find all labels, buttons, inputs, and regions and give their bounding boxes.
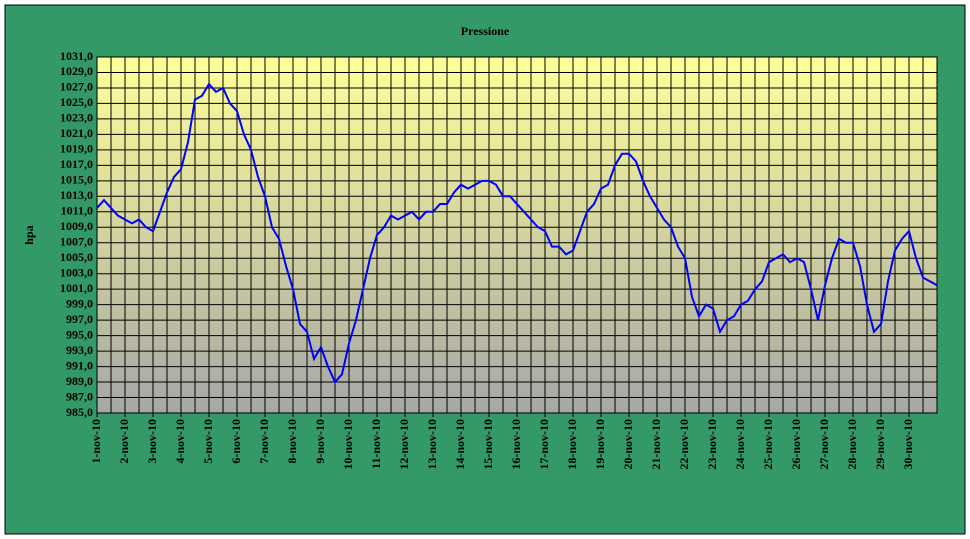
- x-tick-label: 16-nov-10: [509, 419, 523, 470]
- y-tick-label: 1005,0: [60, 250, 93, 264]
- x-tick-label: 22-nov-10: [677, 419, 691, 470]
- y-tick-label: 1019,0: [60, 142, 93, 156]
- y-tick-label: 1025,0: [60, 95, 93, 109]
- y-tick-label: 985,0: [66, 405, 93, 419]
- y-tick-label: 1007,0: [60, 234, 93, 248]
- plot-border: [96, 56, 938, 414]
- x-tick-label: 15-nov-10: [481, 419, 495, 470]
- y-tick-label: 1011,0: [61, 204, 93, 218]
- y-tick-label: 1023,0: [60, 111, 93, 125]
- x-tick-label: 2-nov-10: [117, 419, 131, 464]
- x-tick-label: 4-nov-10: [173, 419, 187, 464]
- y-tick-label: 999,0: [66, 296, 93, 310]
- y-tick-label: 1015,0: [60, 173, 93, 187]
- y-tick-label: 1001,0: [60, 281, 93, 295]
- y-tick-label: 997,0: [66, 312, 93, 326]
- x-tick-label: 25-nov-10: [761, 419, 775, 470]
- x-tick-label: 10-nov-10: [341, 419, 355, 470]
- x-tick-label: 21-nov-10: [649, 419, 663, 470]
- x-tick-label: 5-nov-10: [201, 419, 215, 464]
- x-tick-label: 1-nov-10: [89, 419, 103, 464]
- y-tick-label: 987,0: [66, 389, 93, 403]
- y-tick-label: 991,0: [66, 358, 93, 372]
- y-tick-label: 993,0: [66, 343, 93, 357]
- x-tick-label: 8-nov-10: [285, 419, 299, 464]
- y-axis-title: hpa: [22, 225, 36, 244]
- x-tick-label: 3-nov-10: [145, 419, 159, 464]
- y-tick-label: 1027,0: [60, 80, 93, 94]
- x-tick-label: 26-nov-10: [789, 419, 803, 470]
- x-tick-label: 23-nov-10: [705, 419, 719, 470]
- x-tick-label: 17-nov-10: [537, 419, 551, 470]
- y-tick-label: 989,0: [66, 374, 93, 388]
- x-tick-label: 7-nov-10: [257, 419, 271, 464]
- x-tick-label: 27-nov-10: [817, 419, 831, 470]
- x-tick-label: 14-nov-10: [453, 419, 467, 470]
- y-tick-label: 1003,0: [60, 265, 93, 279]
- y-tick-label: 1013,0: [60, 188, 93, 202]
- x-tick-label: 29-nov-10: [873, 419, 887, 470]
- line-series: [96, 82, 938, 384]
- x-tick-label: 24-nov-10: [733, 419, 747, 470]
- x-tick-label: 28-nov-10: [845, 419, 859, 470]
- x-tick-label: 18-nov-10: [565, 419, 579, 470]
- y-tick-label: 995,0: [66, 327, 93, 341]
- x-tick-label: 13-nov-10: [425, 419, 439, 470]
- x-tick-label: 12-nov-10: [397, 419, 411, 470]
- x-tick-label: 11-nov-10: [369, 419, 383, 469]
- x-tick-label: 6-nov-10: [229, 419, 243, 464]
- x-tick-label: 20-nov-10: [621, 419, 635, 470]
- y-tick-label: 1009,0: [60, 219, 93, 233]
- x-tick-label: 30-nov-10: [901, 419, 915, 470]
- chart-title: Pressione: [461, 24, 510, 38]
- y-tick-label: 1031,0: [60, 49, 93, 63]
- y-tick-label: 1017,0: [60, 157, 93, 171]
- x-tick-label: 19-nov-10: [593, 419, 607, 470]
- x-tick-label: 9-nov-10: [313, 419, 327, 464]
- y-tick-label: 1021,0: [60, 126, 93, 140]
- y-tick-label: 1029,0: [60, 64, 93, 78]
